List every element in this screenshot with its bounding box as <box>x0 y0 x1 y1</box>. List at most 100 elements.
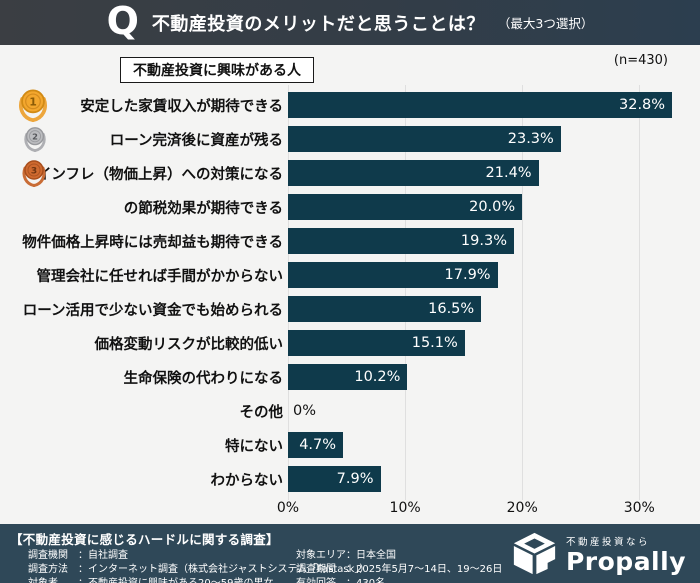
category-cell: ローン活用で少ない資金でも始められる <box>0 299 288 320</box>
survey-detail-row: 調査方法 ：インターネット調査（株式会社ジャストシステム「Fastask」） <box>28 564 370 576</box>
chart-row: わからない 7.9% <box>0 462 700 496</box>
category-label: 安定した家賃収入が期待できる <box>80 98 283 115</box>
bar <box>288 432 344 458</box>
medal-icon: 1 <box>19 89 47 122</box>
category-cell: 1 安定した家賃収入が期待できる <box>0 89 288 122</box>
bar-cell: 17.9% <box>288 262 700 288</box>
category-label: ローン完済後に資産が残る <box>109 132 283 149</box>
bar-value-label: 32.8% <box>619 97 666 113</box>
propally-cube-icon <box>513 532 556 575</box>
sample-size-label: (n=430) <box>613 53 668 68</box>
bar <box>288 194 523 220</box>
category-label: インフレ（物価上昇）への対策になる <box>36 166 283 183</box>
category-label: ローン活用で少ない資金でも始められる <box>22 302 283 319</box>
x-axis: 0% 10% 20% 30% <box>0 500 700 522</box>
x-axis-tick-label: 10% <box>389 500 421 516</box>
bar <box>288 126 561 152</box>
category-label: の節税効果が期待できる <box>123 200 283 217</box>
bar-cell: 16.5% <box>288 296 700 322</box>
chart-row: 管理会社に任せれば手間がかからない 17.9% <box>0 258 700 292</box>
gridline <box>639 85 641 500</box>
bar-value-label: 10.2% <box>354 369 401 385</box>
bar-value-label: 7.9% <box>336 471 374 487</box>
category-cell: 特にない <box>0 435 288 456</box>
survey-details-left: 調査機関 ：自社調査調査方法 ：インターネット調査（株式会社ジャストシステム「F… <box>28 549 370 583</box>
propally-logo-text: 不動産投資なら Propally <box>566 534 686 574</box>
chart-row: 2 ローン完済後に資産が残る 23.3% <box>0 122 700 156</box>
bar-value-label: 15.1% <box>411 335 458 351</box>
category-label: 生命保険の代わりになる <box>123 370 284 387</box>
bar-value-label: 16.5% <box>428 301 475 317</box>
bar-cell: 21.4% <box>288 160 700 186</box>
bar-cell: 19.3% <box>288 228 700 254</box>
category-cell: 価格変動リスクが比較的低い <box>0 333 288 354</box>
header-banner: Q 不動産投資のメリットだと思うことは？ （最大3つ選択） <box>0 0 700 45</box>
bar-value-label: 20.0% <box>469 199 516 215</box>
chart-row: の節税効果が期待できる 20.0% <box>0 190 700 224</box>
legend-box: 不動産投資に興味がある人 <box>120 57 314 83</box>
svg-text:3: 3 <box>31 167 37 177</box>
x-axis-tick-label: 20% <box>506 500 538 516</box>
chart-row: 価格変動リスクが比較的低い 15.1% <box>0 326 700 360</box>
question-mark-logo: Q <box>106 0 139 43</box>
survey-detail-row: 調査期間 ：2025年5月7～14日、19～26日 <box>296 564 503 576</box>
bar-cell: 4.7% <box>288 432 700 458</box>
survey-detail-row: 対象者 ：不動産投資に興味がある20～59歳の男女 <box>28 577 290 583</box>
category-cell: その他 <box>0 401 288 422</box>
chart-row: 特にない 4.7% <box>0 428 700 462</box>
x-axis-tick-label: 0% <box>276 500 300 516</box>
survey-detail-row: 調査機関 ：自社調査 <box>28 550 128 561</box>
bar-value-label: 21.4% <box>485 165 532 181</box>
category-label: 物件価格上昇時には売却益も期待できる <box>22 234 283 251</box>
survey-details: 調査機関 ：自社調査調査方法 ：インターネット調査（株式会社ジャストシステム「F… <box>10 549 700 583</box>
bar <box>288 92 673 118</box>
x-axis-tick-label: 30% <box>623 500 655 516</box>
bar <box>288 296 482 322</box>
category-label: 管理会社に任せれば手間がかからない <box>36 268 284 285</box>
category-cell: 物件価格上昇時には売却益も期待できる <box>0 231 288 252</box>
chart-content: 不動産投資に興味がある人 (n=430) 1 安定した家賃収入が期待できる 32… <box>0 45 700 524</box>
footer-banner: 【不動産投資に感じるハードルに関する調査】 調査機関 ：自社調査調査方法 ：イン… <box>0 524 700 583</box>
survey-title: 【不動産投資に感じるハードルに関する調査】 <box>10 532 279 547</box>
logo-brand: Propally <box>565 546 686 576</box>
chart-row: その他 0% <box>0 394 700 428</box>
category-cell: 生命保険の代わりになる <box>0 367 288 388</box>
svg-text:1: 1 <box>29 96 37 109</box>
svg-text:2: 2 <box>32 131 38 141</box>
category-cell: 2 ローン完済後に資産が残る <box>0 127 288 152</box>
bar-value-label: 4.7% <box>299 437 337 453</box>
bar-cell: 10.2% <box>288 364 700 390</box>
gridline <box>522 85 524 500</box>
medal-icon: 3 <box>22 160 46 187</box>
category-label: 特にない <box>225 438 283 455</box>
page-subtitle: （最大3つ選択） <box>497 16 594 31</box>
category-cell: 管理会社に任せれば手間がかからない <box>0 265 288 286</box>
bar-cell: 0% <box>288 398 700 424</box>
logo-tagline: 不動産投資なら <box>565 536 650 548</box>
bar <box>288 466 381 492</box>
bar <box>288 262 498 288</box>
survey-detail-row: 対象エリア：日本全国 <box>296 550 396 561</box>
category-label: わからない <box>210 472 284 489</box>
bar-value-label: 0% <box>293 403 317 419</box>
category-label: 価格変動リスクが比較的低い <box>94 336 284 353</box>
chart-row: 生命保険の代わりになる 10.2% <box>0 360 700 394</box>
chart-row: ローン活用で少ない資金でも始められる 16.5% <box>0 292 700 326</box>
bar-chart: 1 安定した家賃収入が期待できる 32.8% 2 ローン完済後に資産が残る 23… <box>0 85 700 522</box>
bar-cell: 23.3% <box>288 126 700 152</box>
category-cell: わからない <box>0 469 288 490</box>
page-title: 不動産投資のメリットだと思うことは？ <box>151 13 485 35</box>
chart-rows: 1 安定した家賃収入が期待できる 32.8% 2 ローン完済後に資産が残る 23… <box>0 88 700 496</box>
bar-cell: 15.1% <box>288 330 700 356</box>
bar-cell: 32.8% <box>288 92 700 118</box>
bar-cell: 20.0% <box>288 194 700 220</box>
medal-icon: 2 <box>24 127 46 152</box>
bar <box>288 364 408 390</box>
bar <box>288 330 465 356</box>
gridline <box>288 85 289 500</box>
chart-row: 3 インフレ（物価上昇）への対策になる 21.4% <box>0 156 700 190</box>
category-cell: 3 インフレ（物価上昇）への対策になる <box>0 160 288 187</box>
propally-logo: 不動産投資なら Propally <box>512 531 686 576</box>
